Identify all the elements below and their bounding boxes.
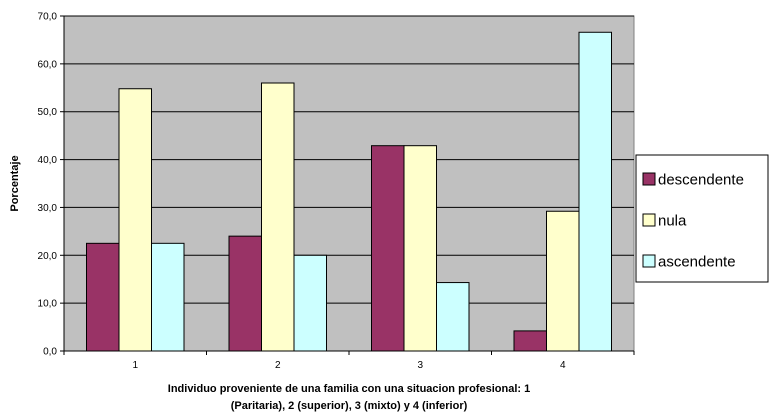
legend-label-nula: nula bbox=[658, 213, 687, 230]
bar-descendente-2 bbox=[228, 235, 262, 352]
bar-ascendente-3 bbox=[436, 282, 470, 352]
legend-box bbox=[635, 154, 769, 283]
bar-nula-1 bbox=[118, 88, 152, 352]
y-tick-label: 50,0 bbox=[38, 107, 58, 118]
x-axis-title-line-2: (Paritaria), 2 (superior), 3 (mixto) y 4… bbox=[231, 400, 468, 412]
x-axis-title-line-1: Individuo proveniente de una familia con… bbox=[168, 383, 530, 395]
y-tick-label: 0,0 bbox=[43, 347, 57, 358]
legend-label-ascendente: ascendente bbox=[658, 254, 736, 271]
x-tick-labels: 1 2 3 4 bbox=[132, 360, 566, 371]
y-tick-label: 40,0 bbox=[38, 155, 58, 166]
x-tick-label: 3 bbox=[417, 360, 423, 371]
bar-ascendente-1 bbox=[151, 242, 185, 352]
legend-swatch-nula bbox=[642, 213, 656, 227]
bar-nula-4 bbox=[546, 210, 580, 352]
bar-ascendente-4 bbox=[578, 31, 612, 352]
bar-nula-3 bbox=[403, 145, 437, 352]
legend-swatch-ascendente bbox=[642, 254, 656, 268]
x-tick-label: 4 bbox=[560, 360, 566, 371]
legend-label-descendente: descendente bbox=[658, 172, 744, 189]
bars bbox=[86, 31, 612, 352]
x-tick-label: 1 bbox=[132, 360, 138, 371]
bar-descendente-3 bbox=[371, 145, 405, 352]
y-tick-labels: 0,0 10,0 20,0 30,0 40,0 50,0 60,0 70,0 bbox=[38, 12, 58, 358]
y-axis-title: Porcentaje bbox=[9, 155, 21, 211]
legend: descendente nula ascendente bbox=[635, 154, 769, 283]
x-tick-label: 2 bbox=[275, 360, 281, 371]
bar-descendente-4 bbox=[513, 330, 547, 352]
legend-swatch-descendente bbox=[642, 172, 656, 186]
bar-nula-2 bbox=[261, 82, 295, 352]
bar-ascendente-2 bbox=[293, 254, 327, 352]
y-tick-label: 60,0 bbox=[38, 59, 58, 70]
y-tick-label: 10,0 bbox=[38, 299, 58, 310]
y-tick-label: 20,0 bbox=[38, 251, 58, 262]
y-tick-label: 30,0 bbox=[38, 203, 58, 214]
bar-descendente-1 bbox=[86, 242, 120, 352]
axes bbox=[60, 15, 635, 355]
y-tick-label: 70,0 bbox=[38, 12, 58, 23]
